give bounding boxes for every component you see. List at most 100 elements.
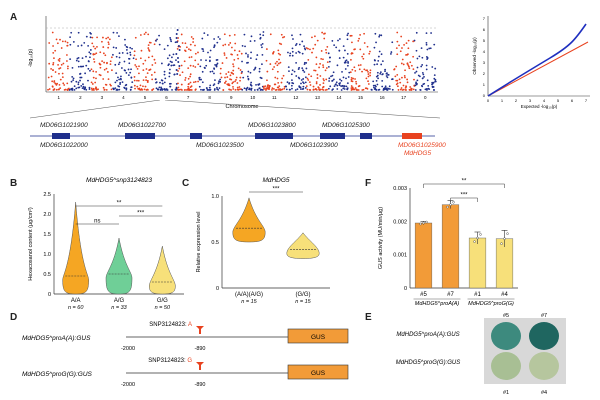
manhattan-point: [105, 37, 108, 40]
manhattan-point: [347, 76, 350, 78]
manhattan-point: [66, 54, 68, 56]
manhattan-point: [406, 78, 409, 81]
manhattan-point: [105, 67, 108, 70]
manhattan-point: [430, 32, 432, 34]
manhattan-point: [197, 80, 199, 83]
manhattan-point: [250, 51, 252, 54]
manhattan-point: [133, 76, 136, 78]
manhattan-point: [303, 47, 306, 50]
manhattan-point: [377, 59, 380, 62]
manhattan-point: [295, 52, 298, 54]
manhattan-point: [85, 55, 87, 58]
manhattan-point: [378, 50, 381, 53]
manhattan-point: [132, 57, 135, 60]
manhattan-point: [59, 38, 61, 41]
manhattan-point: [331, 89, 334, 91]
manhattan-point: [232, 88, 235, 90]
manhattan-point: [279, 53, 282, 56]
manhattan-point: [291, 54, 294, 57]
manhattan-point: [147, 33, 150, 36]
manhattan-point: [387, 87, 390, 90]
manhattan-point: [119, 77, 122, 80]
manhattan-point: [76, 57, 79, 60]
manhattan-point: [58, 67, 61, 70]
manhattan-point: [288, 88, 291, 91]
manhattan-point: [361, 70, 363, 73]
manhattan-point: [348, 71, 351, 74]
manhattan-point: [150, 74, 153, 76]
manhattan-point: [92, 70, 95, 73]
manhattan-point: [240, 52, 243, 55]
manhattan-point: [346, 82, 349, 85]
manhattan-point: [152, 88, 155, 90]
snp-label: SNP3124823: A: [149, 322, 192, 328]
manhattan-point: [131, 81, 134, 84]
y-axis-label: Relative expression level: [196, 212, 202, 273]
manhattan-point: [407, 39, 410, 42]
manhattan-point: [327, 87, 330, 90]
manhattan-point: [369, 69, 372, 72]
manhattan-point: [225, 73, 228, 75]
manhattan-point: [350, 58, 352, 61]
manhattan-point: [209, 59, 211, 62]
manhattan-point: [249, 40, 252, 43]
manhattan-point: [398, 78, 401, 81]
manhattan-point: [265, 48, 268, 50]
manhattan-point: [197, 63, 200, 66]
manhattan-point: [145, 76, 147, 79]
manhattan-point: [342, 56, 345, 59]
manhattan-point: [130, 76, 133, 79]
manhattan-point: [94, 47, 97, 50]
manhattan-point: [79, 79, 81, 82]
manhattan-point: [140, 49, 143, 52]
manhattan-point: [82, 83, 84, 86]
manhattan-point: [354, 78, 356, 80]
manhattan-point: [115, 47, 118, 49]
manhattan-point: [304, 81, 307, 84]
manhattan-point: [354, 87, 357, 89]
manhattan-point: [68, 89, 71, 91]
manhattan-point: [323, 37, 326, 40]
chromosome-tick: 13: [315, 95, 321, 100]
manhattan-point: [187, 83, 190, 86]
manhattan-point: [51, 31, 54, 34]
manhattan-point: [69, 58, 72, 61]
manhattan-point: [328, 80, 331, 82]
manhattan-point: [236, 88, 239, 91]
manhattan-point: [205, 87, 208, 89]
manhattan-point: [257, 84, 260, 86]
manhattan-point: [110, 88, 113, 91]
manhattan-point: [259, 37, 262, 40]
manhattan-point: [280, 43, 283, 46]
manhattan-point: [281, 77, 284, 80]
manhattan-point: [54, 49, 57, 52]
manhattan-point: [166, 57, 169, 60]
manhattan-point: [177, 89, 180, 91]
manhattan-point: [396, 53, 399, 56]
manhattan-point: [169, 36, 172, 39]
manhattan-point: [168, 72, 171, 74]
manhattan-point: [160, 62, 163, 65]
manhattan-point: [279, 89, 282, 91]
manhattan-point: [115, 72, 118, 74]
manhattan-point: [203, 32, 206, 35]
manhattan-point: [247, 70, 250, 73]
manhattan-point: [302, 69, 305, 72]
manhattan-point: [338, 49, 341, 52]
qq-xlabel: Expected -log₁₀(p): [521, 104, 558, 109]
manhattan-point: [124, 38, 126, 41]
manhattan-point: [91, 36, 94, 39]
manhattan-point: [144, 59, 147, 62]
manhattan-point: [133, 84, 136, 87]
manhattan-point: [318, 89, 321, 91]
manhattan-point: [98, 73, 101, 76]
manhattan-point: [350, 85, 353, 87]
qq-x-tick: 3: [529, 98, 532, 103]
manhattan-point: [402, 84, 405, 87]
manhattan-point: [235, 78, 237, 81]
manhattan-point: [403, 43, 405, 46]
gene-track: [30, 133, 435, 139]
manhattan-point: [105, 88, 108, 91]
manhattan-point: [362, 88, 365, 91]
manhattan-point: [169, 60, 172, 63]
